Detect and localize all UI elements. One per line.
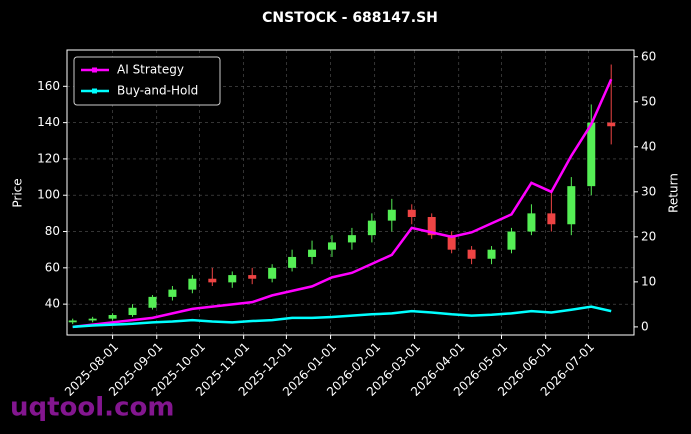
plot-frame <box>66 49 635 336</box>
y2-tick-label: 30 <box>641 184 656 198</box>
legend-marker <box>92 67 97 73</box>
y-tick-label: 60 <box>45 260 60 274</box>
candle-body <box>108 315 117 319</box>
candle-body <box>148 296 157 308</box>
candle-body <box>547 213 556 225</box>
y-axis-label: Price <box>11 178 25 207</box>
y2-axis-label: Return <box>667 173 681 213</box>
candle-body <box>587 122 596 187</box>
legend-label: AI Strategy <box>117 63 184 77</box>
candle-body <box>168 289 177 297</box>
candle-body <box>308 249 317 257</box>
legend: AI Strategy Buy-and-Hold <box>73 56 221 106</box>
y-tick-label: 140 <box>37 115 60 129</box>
y-tick-label: 160 <box>37 79 60 93</box>
candle-body <box>367 220 376 236</box>
candle-body <box>427 217 436 236</box>
y-tick-label: 100 <box>37 188 60 202</box>
line-series <box>72 305 612 329</box>
candle-body <box>248 275 257 279</box>
y-tick-label: 120 <box>37 151 60 165</box>
y2-tick-label: 60 <box>641 49 656 63</box>
candle-body <box>268 267 277 279</box>
candle-body <box>467 249 476 259</box>
candle-body <box>128 307 137 316</box>
candle-body <box>327 242 336 250</box>
y2-tick-label: 0 <box>641 319 649 333</box>
line-series <box>72 78 613 329</box>
candle-body <box>347 235 356 243</box>
y2-tick-label: 20 <box>641 229 656 243</box>
legend-box <box>73 56 221 106</box>
candle-body <box>607 122 616 127</box>
candle-body <box>447 235 456 250</box>
legend-marker <box>92 88 97 94</box>
legend-label: Buy-and-Hold <box>117 84 198 98</box>
candle-body <box>288 256 297 268</box>
y-tick-label: 80 <box>45 224 60 238</box>
candle-body <box>567 186 576 225</box>
y2-tick-label: 10 <box>641 274 656 288</box>
candle-body <box>507 231 516 250</box>
y2-tick-label: 40 <box>641 139 656 153</box>
candle-body <box>487 249 496 259</box>
candle-body <box>407 209 416 218</box>
candle-body <box>527 213 536 232</box>
y2-tick-label: 50 <box>641 94 656 108</box>
candle-body <box>387 209 396 221</box>
chart-title: CNSTOCK - 688147.SH <box>262 10 438 26</box>
candle-body <box>208 278 217 283</box>
candle-body <box>88 318 97 321</box>
watermark: uqtool.com <box>10 393 174 423</box>
y-tick-label: 40 <box>45 297 60 311</box>
candle-body <box>68 320 77 323</box>
candle-body <box>188 278 197 290</box>
candle-body <box>228 275 237 283</box>
